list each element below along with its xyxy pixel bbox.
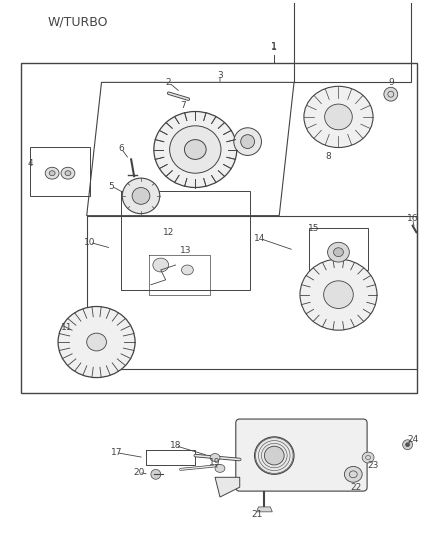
- Ellipse shape: [184, 140, 206, 159]
- Bar: [309, 229, 368, 270]
- Ellipse shape: [215, 464, 225, 472]
- Text: W/TURBO: W/TURBO: [47, 15, 108, 28]
- Text: 11: 11: [61, 322, 73, 332]
- Text: 2: 2: [166, 78, 171, 87]
- Ellipse shape: [61, 167, 75, 179]
- Text: 14: 14: [254, 234, 265, 243]
- Ellipse shape: [154, 111, 237, 188]
- Text: 16: 16: [407, 214, 418, 223]
- Text: 3: 3: [217, 71, 223, 80]
- Text: 17: 17: [110, 448, 122, 457]
- Ellipse shape: [49, 171, 55, 176]
- Text: 6: 6: [118, 144, 124, 153]
- Text: 24: 24: [407, 435, 418, 445]
- Ellipse shape: [181, 265, 193, 275]
- Ellipse shape: [333, 248, 343, 256]
- Text: 8: 8: [326, 152, 332, 161]
- Ellipse shape: [344, 466, 362, 482]
- Text: 4: 4: [28, 159, 33, 168]
- Circle shape: [406, 443, 410, 447]
- Text: 21: 21: [252, 510, 263, 519]
- Ellipse shape: [210, 454, 220, 462]
- Ellipse shape: [324, 281, 353, 309]
- FancyBboxPatch shape: [236, 419, 367, 491]
- Text: 9: 9: [388, 78, 394, 87]
- Text: 5: 5: [109, 182, 114, 190]
- Ellipse shape: [304, 86, 373, 148]
- Ellipse shape: [328, 243, 350, 262]
- Text: 1: 1: [271, 42, 277, 52]
- Ellipse shape: [65, 171, 71, 176]
- Text: 20: 20: [133, 468, 145, 477]
- Polygon shape: [257, 507, 272, 512]
- Text: 22: 22: [350, 483, 362, 491]
- Ellipse shape: [362, 452, 374, 463]
- Ellipse shape: [87, 333, 106, 351]
- Circle shape: [151, 470, 161, 479]
- Text: 12: 12: [163, 228, 174, 237]
- Ellipse shape: [153, 258, 169, 272]
- Text: 19: 19: [209, 458, 221, 467]
- Text: 1: 1: [272, 42, 277, 51]
- Text: 13: 13: [180, 246, 191, 255]
- Text: 18: 18: [170, 441, 181, 450]
- Ellipse shape: [254, 437, 294, 474]
- Ellipse shape: [234, 128, 261, 156]
- Text: 15: 15: [308, 224, 320, 233]
- Bar: [21, 62, 417, 393]
- Ellipse shape: [300, 259, 377, 330]
- Ellipse shape: [170, 126, 221, 173]
- Text: 23: 23: [367, 461, 379, 470]
- Ellipse shape: [58, 306, 135, 377]
- Bar: [30, 147, 90, 196]
- Ellipse shape: [241, 135, 254, 149]
- Text: 7: 7: [180, 101, 186, 110]
- Ellipse shape: [122, 178, 160, 214]
- Ellipse shape: [45, 167, 59, 179]
- Text: 10: 10: [84, 238, 95, 247]
- Polygon shape: [215, 477, 240, 497]
- Bar: [294, 0, 410, 83]
- Ellipse shape: [265, 446, 284, 465]
- Ellipse shape: [325, 104, 352, 130]
- Ellipse shape: [132, 188, 150, 204]
- Circle shape: [384, 87, 398, 101]
- Circle shape: [403, 440, 413, 450]
- Bar: [121, 191, 250, 290]
